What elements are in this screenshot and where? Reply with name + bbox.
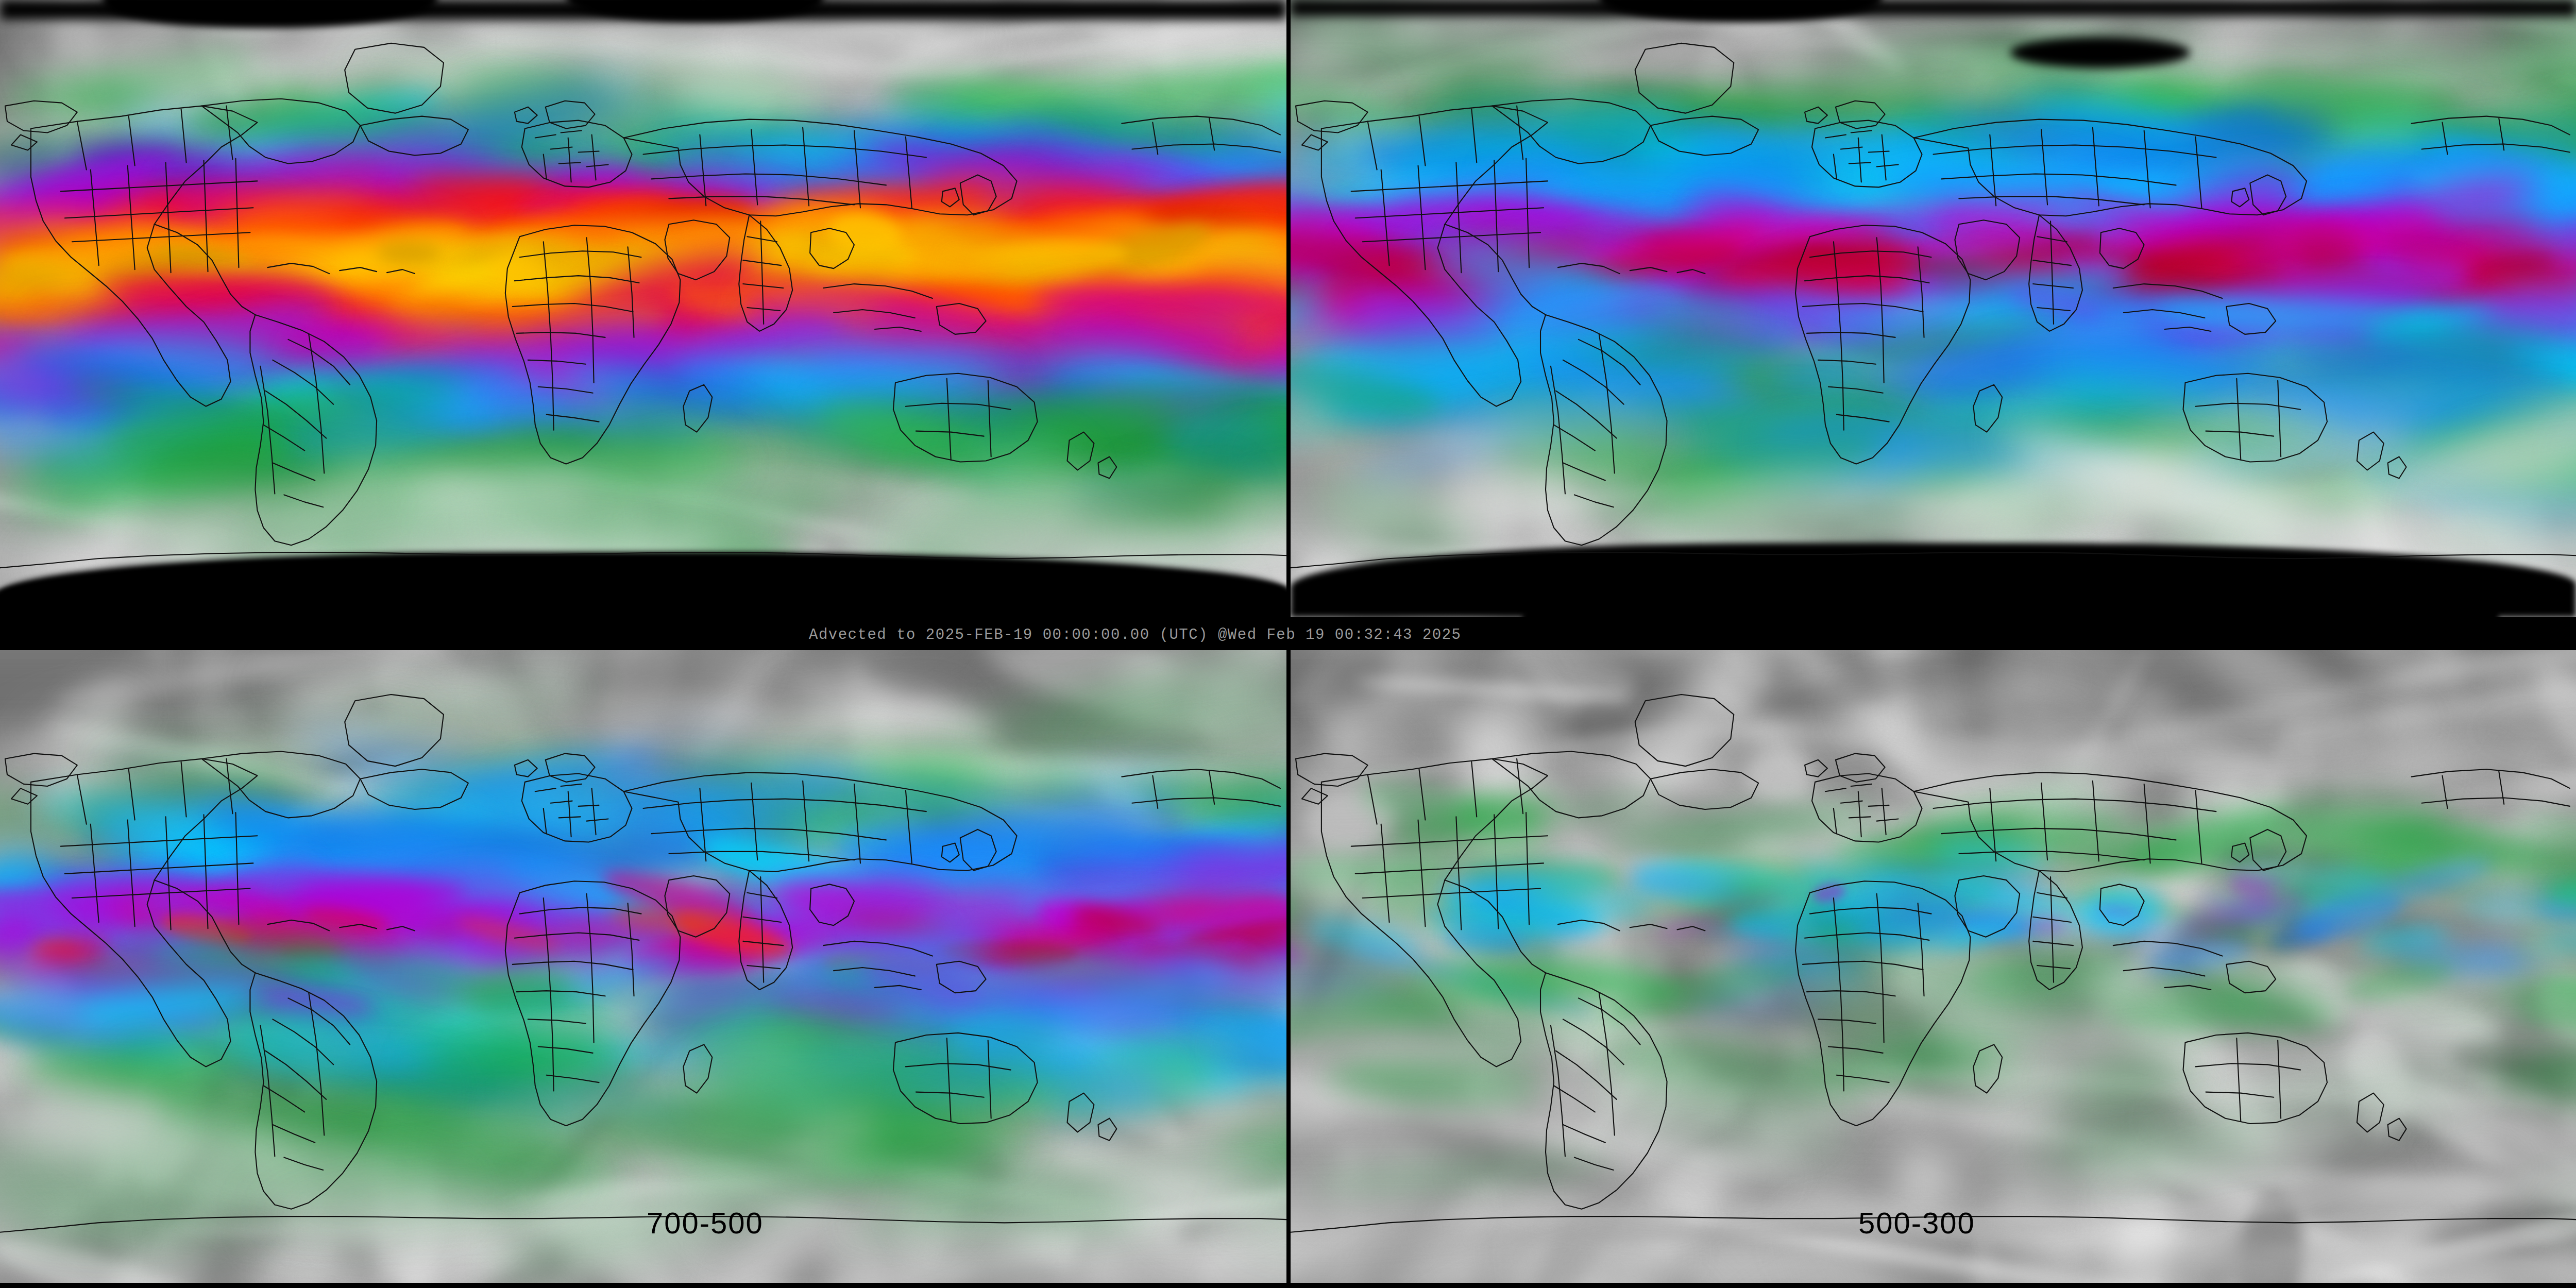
panel-top-right-layer-label: 850-700 (1860, 557, 1985, 594)
panel-bottom-right-layer-label: 500-300 (1858, 1206, 1975, 1240)
bottom-edge-bar (0, 1283, 2576, 1288)
panel-bottom-left-layer-label: 700-500 (647, 1206, 764, 1240)
panel-bottom-left-moisture (0, 650, 1286, 1283)
panel-top-left-moisture (0, 0, 1286, 617)
panel-bottom-left[interactable]: 700-500 (0, 650, 1286, 1283)
visualization-root: 850-700 (0, 0, 2576, 1288)
panel-top-right-moisture (1291, 0, 2576, 617)
panel-top-right[interactable]: 850-700 (1291, 0, 2576, 617)
advection-timestamp: Advected to 2025-FEB-19 00:00:00.00 (UTC… (809, 626, 1462, 643)
panel-top-left[interactable] (0, 0, 1286, 617)
panel-bottom-right[interactable]: 500-300 (1291, 650, 2576, 1283)
panel-bottom-right-moisture (1291, 650, 2576, 1283)
